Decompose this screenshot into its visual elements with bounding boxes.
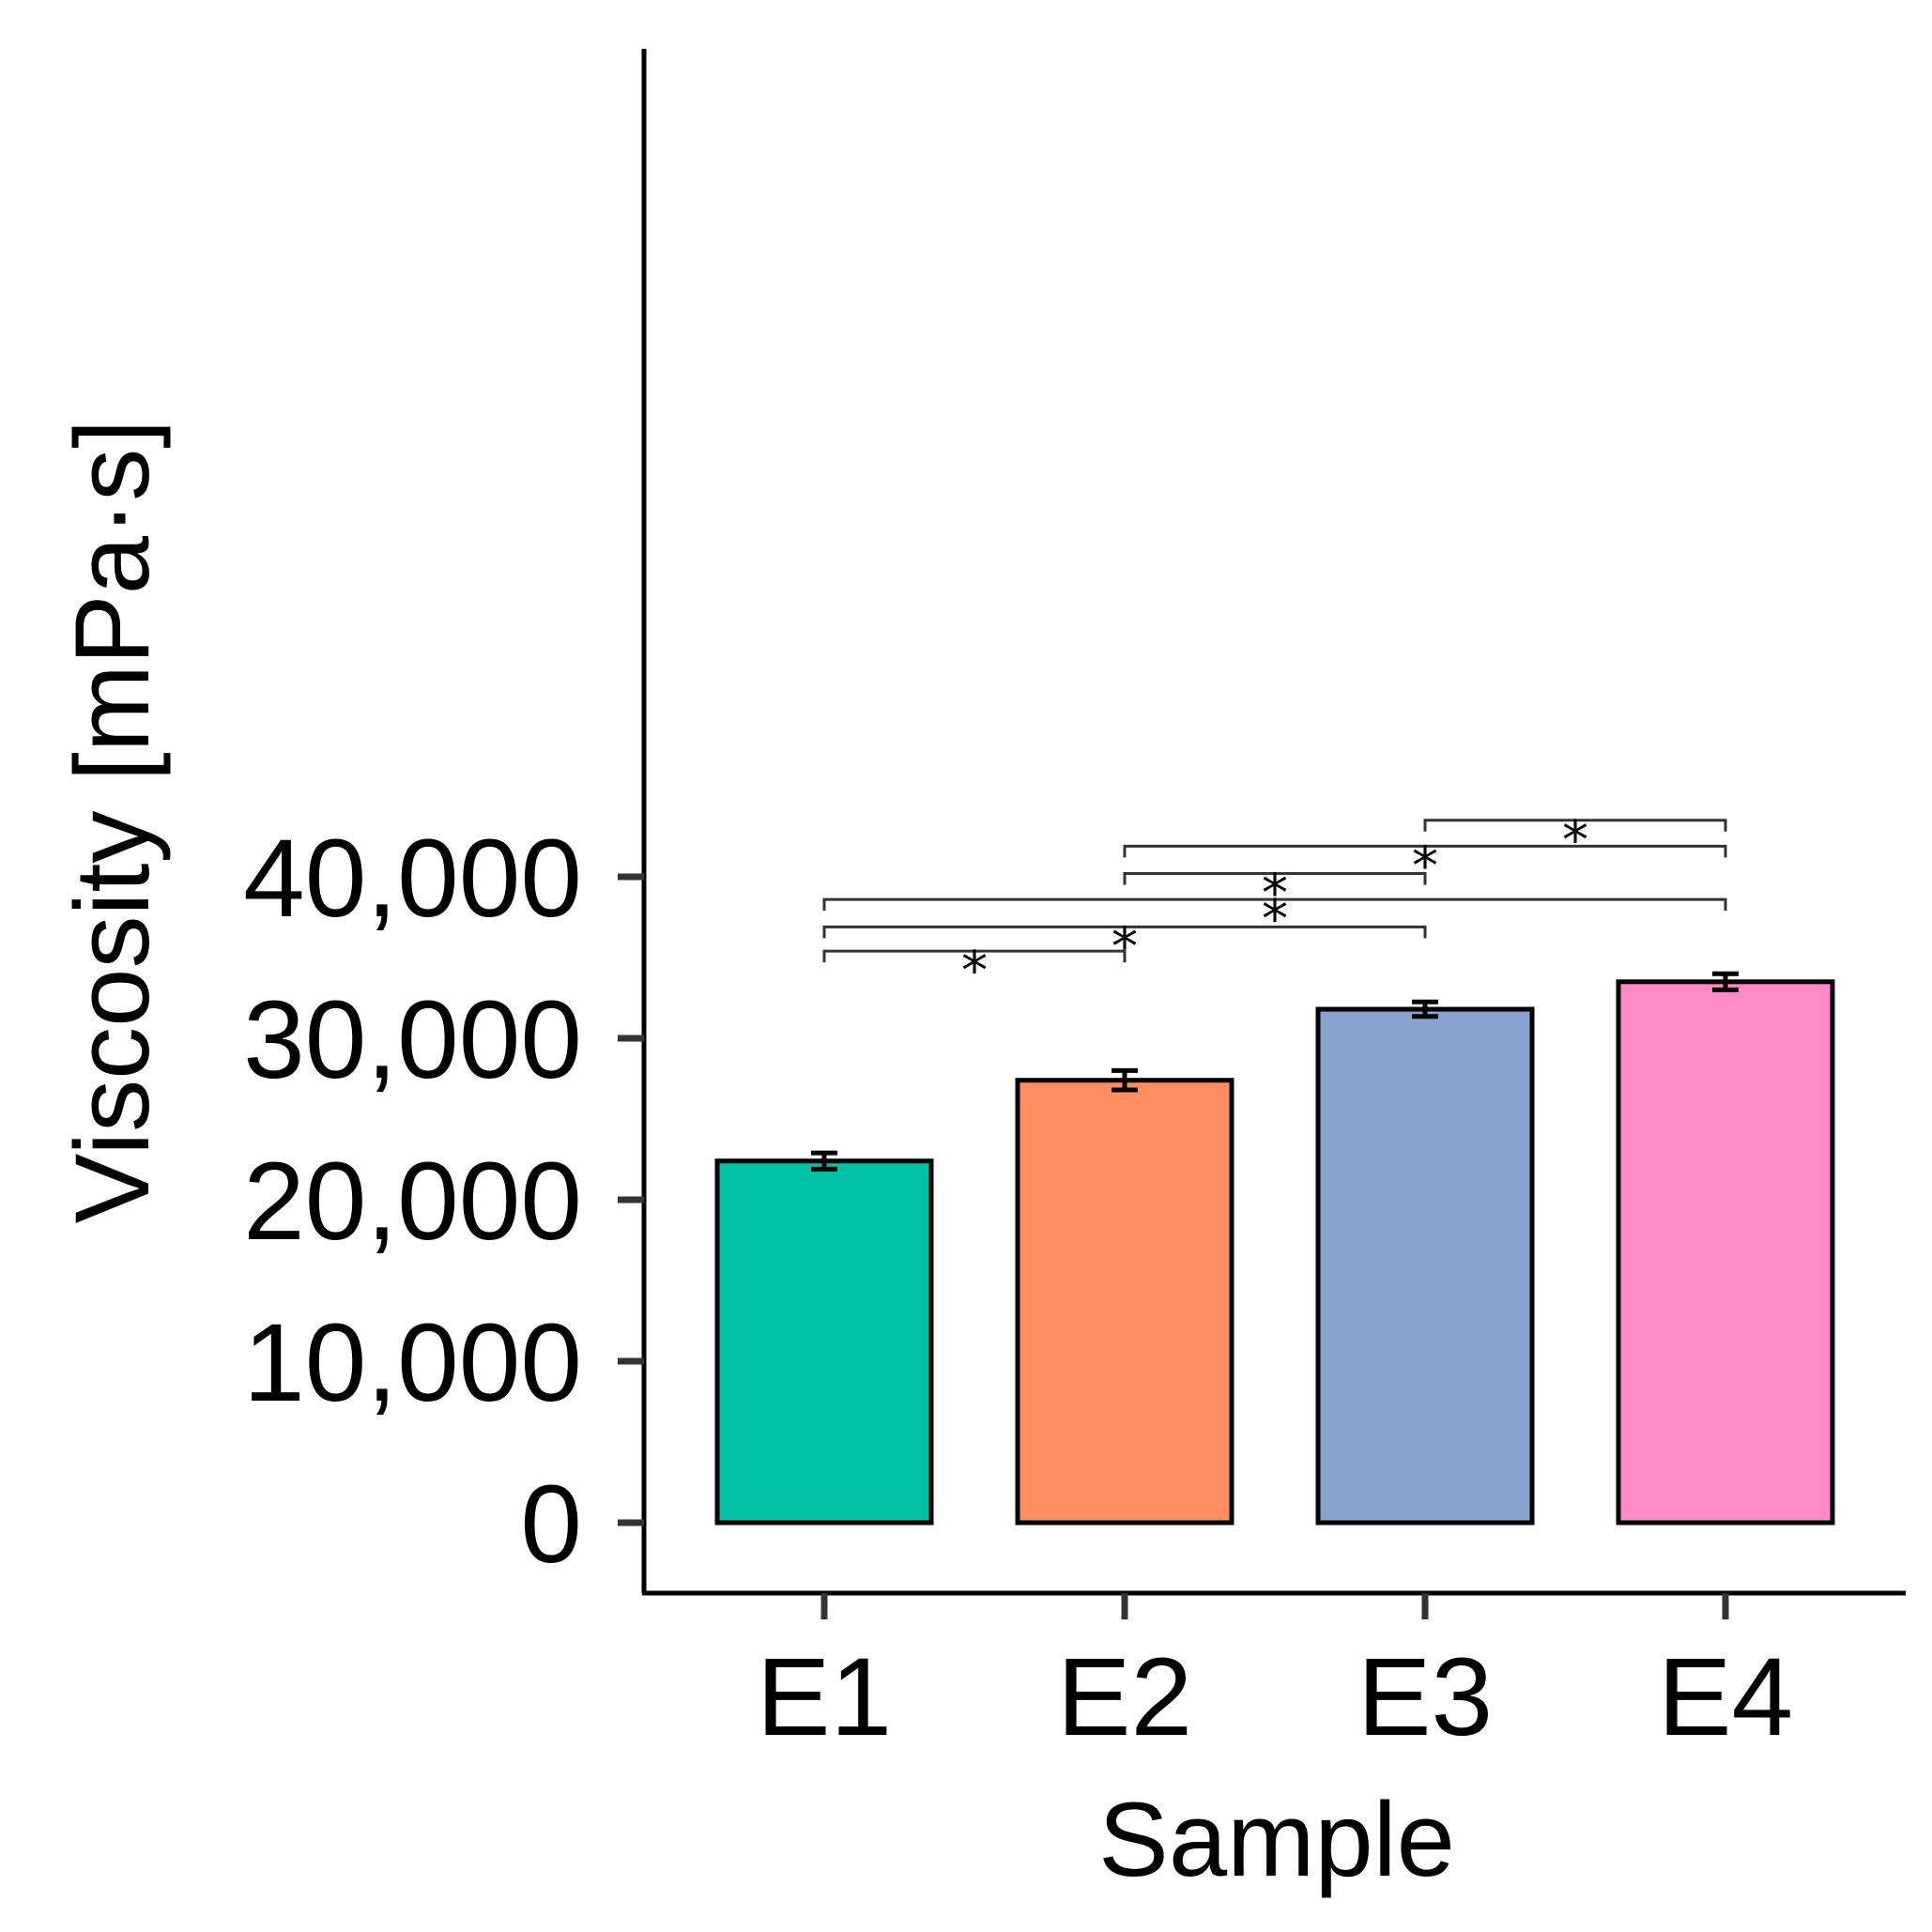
bar-e3 <box>1315 1006 1535 1526</box>
significance-star: * <box>1412 836 1438 897</box>
axes-layer <box>641 49 1906 1596</box>
x-axis-title: Sample <box>1098 1781 1455 1898</box>
y-tick-label: 40,000 <box>243 817 582 941</box>
significance-star: * <box>1262 864 1288 925</box>
significance-bracket <box>1423 819 1727 832</box>
x-tick-label-e2: E2 <box>1057 1635 1192 1759</box>
x-tick-label-e4: E4 <box>1658 1635 1793 1759</box>
x-tick-label-e3: E3 <box>1357 1635 1493 1759</box>
significance-bracket <box>1123 872 1427 885</box>
y-tick-label: 30,000 <box>243 978 582 1102</box>
significance-bracket <box>1123 844 1727 858</box>
significance-star: * <box>961 941 988 1002</box>
bar-e1 <box>714 1158 934 1526</box>
significance-bracket <box>822 949 1127 963</box>
x-tick-label-e1: E1 <box>757 1635 892 1759</box>
y-tick-label: 20,000 <box>243 1140 582 1264</box>
bar-e4 <box>1616 979 1835 1526</box>
y-ticks-layer: 0 10,000 20,000 30,000 40,000 <box>243 817 644 1587</box>
y-tick-label: 10,000 <box>243 1301 582 1425</box>
significance-layer: * * ** * * <box>822 810 1727 1002</box>
significance-star: * <box>1262 889 1288 950</box>
significance-bracket <box>822 925 1427 939</box>
y-axis-title: Viscosity [mPa·s] <box>54 420 171 1224</box>
y-tick-label: 0 <box>520 1463 582 1587</box>
x-ticks-layer: E1 E2 E3 E4 <box>757 1593 1793 1759</box>
error-bars-layer <box>811 971 1739 1172</box>
significance-bracket <box>822 897 1727 912</box>
significance-star: * <box>1562 810 1588 871</box>
bars-layer <box>714 979 1835 1526</box>
significance-star: * <box>1112 916 1138 977</box>
bar-e2 <box>1015 1078 1234 1526</box>
